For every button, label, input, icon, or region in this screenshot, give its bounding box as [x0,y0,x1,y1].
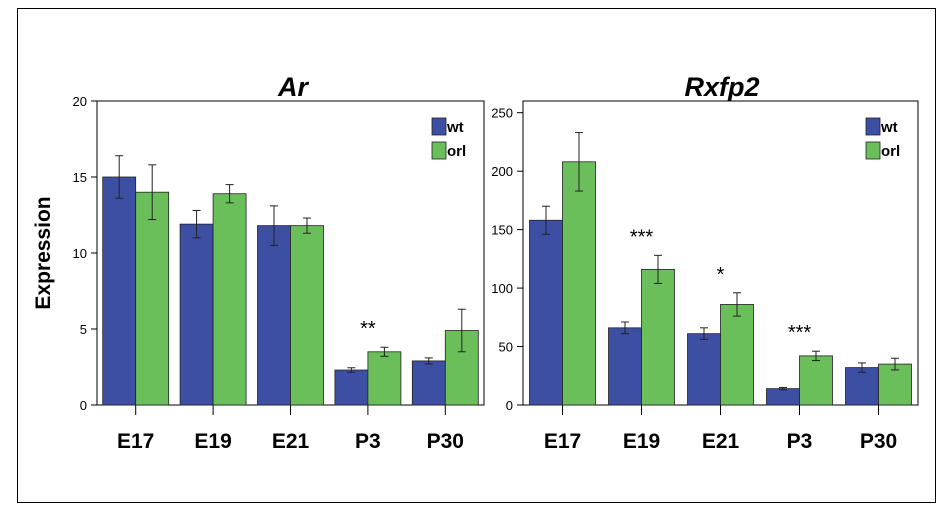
bar-wt-e21 [257,225,291,406]
error-bar-orl-p3 [380,346,389,357]
bar-orl-e19 [212,193,247,406]
significance-marker: *** [788,322,812,344]
chart-panel-ar: Ar 0 5 10 15 20 Expression E17 E19 E21 P3 P30 ** wt or… [32,72,485,453]
y-tick-label: 15 [73,170,87,185]
error-bar-orl-p30 [891,357,899,371]
bar-wt-e19 [608,327,642,406]
x-tick-label: E17 [117,430,154,453]
error-bar-orl-e17 [575,132,583,192]
legend-label-wt: wt [880,119,898,136]
figure-frame [17,8,936,503]
significance-marker: * [717,264,725,286]
y-tick-label: 250 [491,106,513,121]
legend-swatch-wt [431,117,447,136]
x-tick-label: E19 [623,430,660,453]
y-tick-label: 20 [73,94,87,109]
bar-orl-p3 [367,351,402,406]
error-bar-wt-e17 [115,155,124,199]
x-tick-label: P30 [860,430,897,453]
bar-wt-e21 [687,333,721,406]
y-tick-label: 5 [80,322,87,337]
error-bar-orl-e17 [148,164,157,221]
x-tick-label: E21 [702,430,740,453]
bar-orl-p30 [878,363,912,406]
error-bar-orl-e21 [303,217,311,234]
bar-orl-e21 [290,225,324,406]
error-bar-wt-e21 [700,327,708,341]
bar-wt-e19 [179,223,214,406]
x-tick-label: E21 [272,430,310,453]
error-bar-wt-e21 [270,205,278,246]
legend: wt orl [865,117,900,160]
bar-wt-p30 [411,360,446,406]
error-bar-orl-p3 [812,350,820,362]
error-bar-orl-e19 [225,184,234,204]
y-axis-title: Expression [32,196,55,309]
y-tick-label: 50 [499,340,513,355]
legend-swatch-orl [431,141,447,160]
error-bar-wt-p3 [779,386,787,391]
legend-label-orl: orl [881,143,900,160]
legend-label-wt: wt [446,119,464,136]
error-bar-wt-e17 [542,205,550,235]
error-bar-wt-e19 [621,321,629,335]
bar-orl-e17 [562,161,596,406]
bar-wt-e17 [529,219,563,406]
error-bar-wt-p30 [858,362,866,373]
legend-swatch-orl [865,141,881,160]
y-tick-label: 0 [506,398,513,413]
y-tick-label: 100 [491,281,513,296]
x-tick-label: P30 [427,430,464,453]
error-bar-wt-p30 [424,357,433,365]
bar-orl-e21 [720,304,754,406]
bar-wt-p30 [845,367,879,406]
legend-swatch-wt [865,117,881,136]
chart-title: Rxfp2 [684,72,759,102]
bar-orl-e19 [641,268,675,406]
x-tick-label: E19 [194,430,231,453]
legend: wt orl [431,117,466,160]
x-tick-label: P3 [787,430,813,453]
legend-label-orl: orl [447,143,466,160]
significance-marker: ** [360,318,376,340]
bar-wt-p3 [334,369,369,406]
significance-marker: *** [630,226,654,248]
bar-orl-e17 [135,191,170,406]
error-bar-orl-e19 [654,254,662,284]
error-bar-orl-p30 [457,308,466,353]
y-tick-label: 0 [80,398,87,413]
error-bar-wt-e19 [192,209,201,239]
chart-title: Ar [277,72,309,102]
bar-wt-e17 [102,176,137,406]
bar-orl-p3 [799,355,833,406]
x-tick-label: P3 [355,430,381,453]
bar-wt-p3 [766,388,800,406]
error-bar-orl-e21 [733,292,741,317]
y-tick-label: 10 [73,246,87,261]
x-tick-label: E17 [544,430,581,453]
error-bar-wt-p3 [347,367,356,373]
y-tick-label: 200 [491,164,513,179]
y-tick-label: 150 [491,223,513,238]
